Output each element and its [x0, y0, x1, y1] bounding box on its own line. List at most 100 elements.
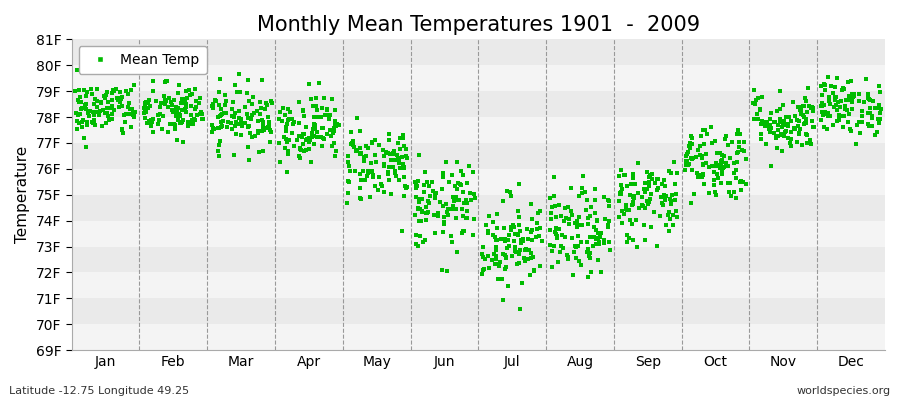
Point [137, 105, 151, 112]
Point [196, 116, 211, 122]
Bar [72, 143, 885, 169]
Point [513, 306, 527, 312]
Point [620, 232, 634, 238]
Point [178, 104, 193, 111]
Point [566, 249, 580, 256]
Point [800, 140, 814, 146]
Point [111, 97, 125, 104]
Point [763, 125, 778, 131]
Point [788, 126, 802, 132]
Point [176, 96, 191, 103]
Point [206, 124, 220, 131]
Point [824, 83, 838, 90]
Point [140, 105, 155, 112]
Point [224, 112, 238, 119]
Point [328, 153, 342, 159]
Point [625, 201, 639, 208]
Point [428, 191, 442, 197]
Point [451, 197, 465, 204]
Point [773, 116, 788, 122]
Point [79, 144, 94, 150]
Point [455, 172, 470, 178]
Point [759, 141, 773, 147]
Point [187, 86, 202, 92]
Point [758, 119, 772, 125]
Point [225, 99, 239, 106]
Point [736, 179, 751, 186]
Point [642, 183, 656, 189]
Point [510, 261, 525, 268]
Point [204, 122, 219, 128]
Point [620, 183, 634, 190]
Point [573, 262, 588, 268]
Point [167, 96, 182, 103]
Point [69, 67, 84, 74]
Point [391, 154, 405, 161]
Point [601, 198, 616, 204]
Point [748, 100, 762, 107]
Point [792, 104, 806, 110]
Point [493, 259, 508, 265]
Point [511, 214, 526, 220]
Point [242, 130, 256, 136]
Point [355, 177, 369, 183]
Point [830, 107, 844, 113]
Point [70, 126, 85, 132]
Point [859, 75, 873, 82]
Point [486, 232, 500, 239]
Point [390, 152, 404, 159]
Point [208, 97, 222, 103]
Point [705, 163, 719, 169]
Point [597, 236, 611, 243]
Point [772, 88, 787, 95]
Point [814, 103, 829, 110]
Point [841, 119, 855, 125]
Point [553, 248, 567, 255]
Point [357, 153, 372, 160]
Point [789, 139, 804, 146]
Point [792, 130, 806, 137]
Point [396, 132, 410, 138]
Point [358, 142, 373, 149]
Point [680, 158, 695, 164]
Point [626, 171, 640, 177]
Point [685, 140, 699, 147]
Point [446, 196, 461, 202]
Point [834, 98, 849, 104]
Point [818, 82, 832, 88]
Point [834, 86, 849, 93]
Point [173, 112, 187, 118]
Point [614, 190, 628, 197]
Point [644, 190, 659, 197]
Point [532, 233, 546, 239]
Point [732, 139, 746, 146]
Point [193, 95, 207, 102]
Point [777, 118, 791, 124]
Point [450, 186, 464, 192]
Point [730, 158, 744, 165]
Point [340, 159, 355, 165]
Point [165, 102, 179, 108]
Point [80, 121, 94, 128]
Point [176, 139, 190, 145]
Point [554, 212, 569, 219]
Point [503, 189, 517, 195]
Point [435, 267, 449, 274]
Point [170, 105, 184, 111]
Point [727, 160, 742, 166]
Point [874, 106, 888, 112]
Point [814, 101, 829, 107]
Point [842, 97, 856, 103]
Point [346, 142, 360, 148]
Point [320, 130, 334, 137]
Bar [72, 117, 885, 143]
Point [417, 188, 431, 195]
Point [449, 205, 464, 212]
Point [696, 162, 710, 169]
Point [454, 182, 469, 188]
Point [86, 108, 100, 115]
Point [794, 110, 808, 117]
Point [866, 98, 880, 104]
Point [558, 204, 572, 211]
Point [704, 123, 718, 130]
